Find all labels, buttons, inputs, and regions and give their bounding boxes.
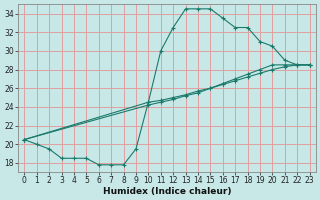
X-axis label: Humidex (Indice chaleur): Humidex (Indice chaleur) <box>103 187 231 196</box>
